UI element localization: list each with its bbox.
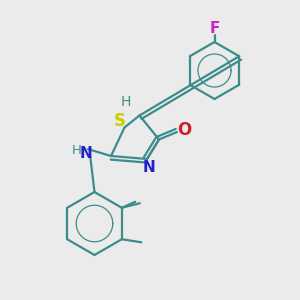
Text: N: N [142, 160, 155, 175]
Text: S: S [114, 112, 126, 130]
Text: H: H [121, 95, 131, 109]
Text: O: O [177, 122, 191, 140]
Text: F: F [209, 21, 220, 36]
Text: H: H [72, 143, 81, 157]
Text: N: N [80, 146, 93, 160]
